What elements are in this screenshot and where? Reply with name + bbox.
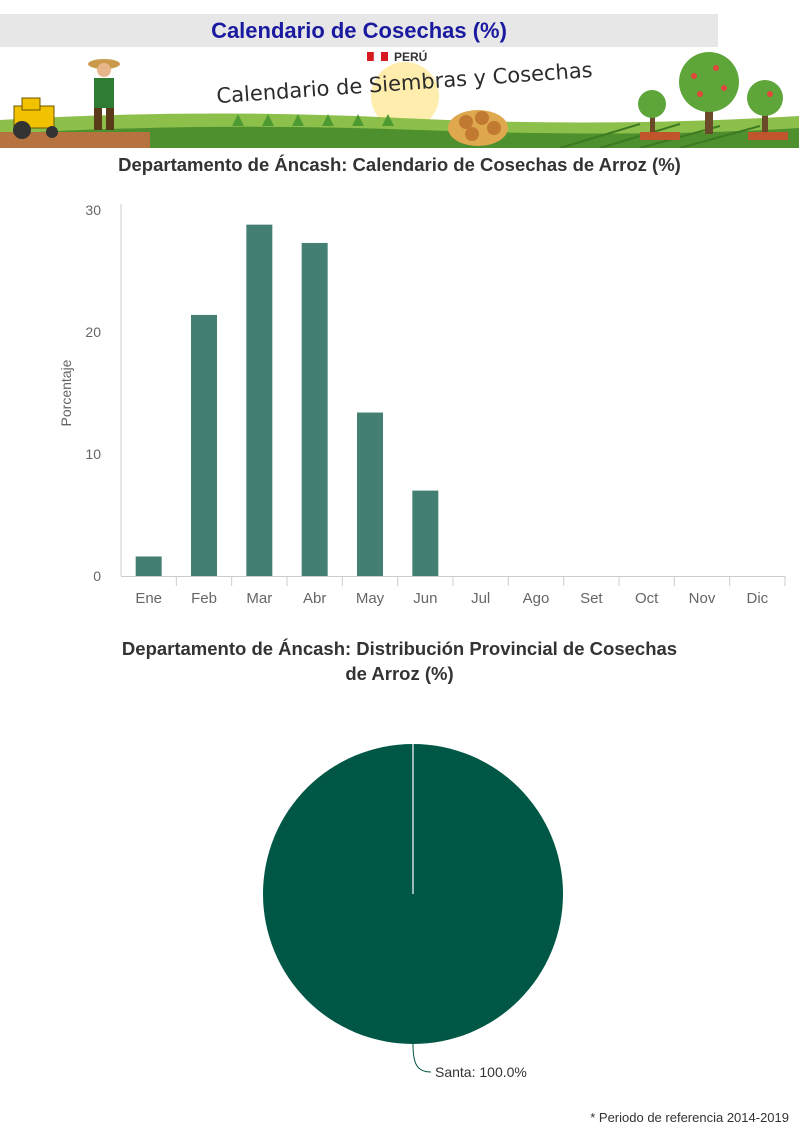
bar <box>246 224 273 576</box>
bar <box>301 242 328 576</box>
x-tick-label: Abr <box>303 590 326 607</box>
x-tick-label: Mar <box>246 590 272 607</box>
pie-leader-line <box>412 1043 432 1073</box>
pie-chart-title-line-2: de Arroz (%) <box>345 663 454 684</box>
x-tick-label: Ene <box>135 590 162 607</box>
y-tick-label: 0 <box>93 568 101 584</box>
bar <box>412 490 439 576</box>
x-tick-label: Feb <box>191 590 217 607</box>
page-header: Calendario de Cosechas (%) <box>0 14 718 47</box>
bar <box>191 314 217 576</box>
bar <box>135 556 162 576</box>
footnote: * Periodo de referencia 2014-2019 <box>590 1110 789 1125</box>
bar-chart-title: Departamento de Áncash: Calendario de Co… <box>118 154 681 175</box>
tractor-icon <box>13 97 58 139</box>
sun-icon <box>371 62 439 130</box>
fruit-trees-icon <box>638 52 788 140</box>
field-front <box>0 126 799 148</box>
y-tick-label: 20 <box>85 324 101 340</box>
x-tick-label: Jun <box>413 590 437 607</box>
banner: PERÚ Calendario de Siembras y Cosechas <box>0 48 799 148</box>
pie-chart: Santa: 100.0% <box>263 744 563 1080</box>
y-axis-label: Porcentaje <box>58 359 74 426</box>
soil <box>0 132 150 148</box>
x-tick-label: Dic <box>746 590 768 607</box>
banner-country: PERÚ <box>394 49 427 64</box>
x-tick-label: Ago <box>523 590 550 607</box>
pie-slice-label: Santa: 100.0% <box>435 1064 527 1080</box>
potatoes-icon <box>448 110 508 146</box>
pie-chart-title-line-1: Departamento de Áncash: Distribución Pro… <box>121 638 678 659</box>
peru-flag-icon <box>367 51 388 62</box>
x-tick-label: Jul <box>471 590 490 607</box>
seedlings-icon <box>232 114 394 126</box>
x-tick-label: Set <box>580 590 603 607</box>
x-tick-label: Oct <box>635 590 659 607</box>
farmer-icon <box>88 59 120 130</box>
y-tick-label: 10 <box>85 446 101 462</box>
bar <box>357 412 383 576</box>
x-tick-label: May <box>356 590 385 607</box>
y-tick-label: 30 <box>85 202 101 218</box>
pie-chart-title: Departamento de Áncash: Distribución Pro… <box>0 636 799 686</box>
bar-chart: 0 10 20 30 Porcentaje Ene Feb Mar Abr May Jun Jul Ag… <box>58 202 786 607</box>
x-tick-label: Nov <box>689 590 716 607</box>
